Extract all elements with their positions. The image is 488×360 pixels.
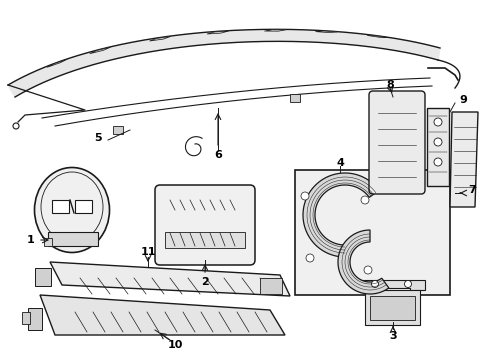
Circle shape xyxy=(305,254,313,262)
Text: 9: 9 xyxy=(458,95,466,105)
Circle shape xyxy=(301,192,308,200)
Circle shape xyxy=(363,266,371,274)
Text: 10: 10 xyxy=(167,340,183,350)
Text: 8: 8 xyxy=(386,80,393,90)
Text: 4: 4 xyxy=(335,158,343,168)
Circle shape xyxy=(404,280,411,288)
Circle shape xyxy=(360,196,368,204)
Text: 7: 7 xyxy=(467,185,475,195)
Bar xyxy=(260,278,282,294)
Polygon shape xyxy=(303,173,378,257)
Text: 5: 5 xyxy=(94,133,102,143)
Bar xyxy=(22,312,30,324)
Polygon shape xyxy=(449,112,477,207)
Polygon shape xyxy=(206,31,228,34)
Bar xyxy=(44,238,52,246)
Polygon shape xyxy=(50,262,289,296)
Polygon shape xyxy=(40,295,285,335)
Bar xyxy=(289,94,299,102)
Text: 1: 1 xyxy=(27,235,35,245)
Polygon shape xyxy=(369,296,414,320)
Circle shape xyxy=(371,280,378,288)
Circle shape xyxy=(13,123,19,129)
Bar xyxy=(52,200,69,213)
Polygon shape xyxy=(337,230,388,294)
Bar xyxy=(28,308,42,330)
Text: 2: 2 xyxy=(201,277,208,287)
Bar xyxy=(48,232,98,246)
Text: 11: 11 xyxy=(140,247,156,257)
Bar xyxy=(113,126,123,134)
Polygon shape xyxy=(264,30,285,31)
Circle shape xyxy=(433,138,441,146)
Bar xyxy=(75,200,92,213)
FancyBboxPatch shape xyxy=(368,91,424,194)
Polygon shape xyxy=(366,36,388,38)
Polygon shape xyxy=(426,108,448,186)
Polygon shape xyxy=(149,36,170,41)
Polygon shape xyxy=(315,31,337,33)
Circle shape xyxy=(433,158,441,166)
Polygon shape xyxy=(47,59,67,67)
Bar xyxy=(164,232,244,248)
Circle shape xyxy=(433,118,441,126)
Bar xyxy=(35,268,51,286)
Ellipse shape xyxy=(41,172,103,242)
Polygon shape xyxy=(364,290,419,325)
Text: 6: 6 xyxy=(214,150,222,160)
FancyBboxPatch shape xyxy=(155,185,254,265)
Ellipse shape xyxy=(35,167,109,252)
Polygon shape xyxy=(8,29,439,97)
Polygon shape xyxy=(89,47,110,54)
Bar xyxy=(294,170,449,295)
Polygon shape xyxy=(359,280,424,290)
Text: 3: 3 xyxy=(388,331,396,341)
